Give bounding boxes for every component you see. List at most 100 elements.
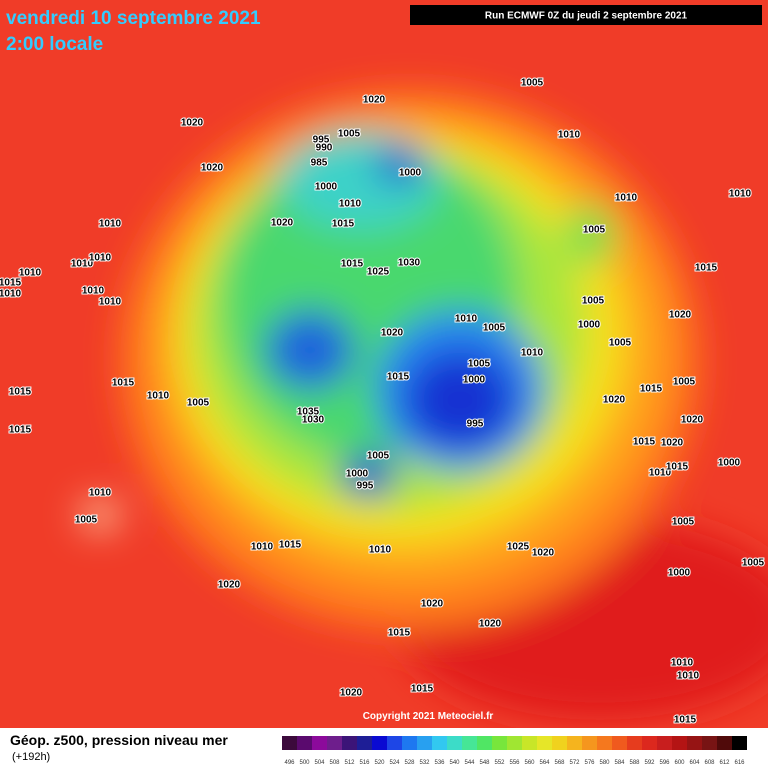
colorbar-swatch — [717, 736, 732, 750]
isobar-label: 1005 — [583, 225, 606, 236]
isobar-label: 1015 — [695, 263, 718, 274]
isobar-label: 1020 — [340, 688, 363, 699]
colorbar-swatch — [327, 736, 342, 750]
isobar-label: 1020 — [201, 163, 224, 174]
colorbar-label: 532 — [419, 760, 430, 766]
colorbar-swatch — [387, 736, 402, 750]
colorbar-swatch — [282, 736, 297, 750]
colorbar-label: 544 — [464, 760, 475, 766]
colorbar-label: 512 — [344, 760, 355, 766]
isobar-label: 1015 — [388, 628, 411, 639]
colorbar-label: 500 — [299, 760, 310, 766]
colorbar-swatch — [357, 736, 372, 750]
colorbar-swatch — [582, 736, 597, 750]
colorbar-swatch — [462, 736, 477, 750]
copyright: Copyright 2021 Meteociel.fr — [363, 711, 494, 722]
isobar-label: 1025 — [367, 267, 390, 278]
isobar-label: 1010 — [89, 488, 112, 499]
colorbar-label: 600 — [674, 760, 685, 766]
isobar-label: 1005 — [468, 359, 491, 370]
isobar-label: 1015 — [666, 462, 689, 473]
colorbar-swatch — [312, 736, 327, 750]
colorbar-label: 604 — [689, 760, 700, 766]
colorbar-label: 528 — [404, 760, 415, 766]
colorbar-label: 564 — [539, 760, 550, 766]
colorbar-swatch — [702, 736, 717, 750]
isobar-label: 1020 — [532, 548, 555, 559]
isobar-label: 985 — [311, 158, 328, 169]
isobar-label: 1010 — [558, 130, 581, 141]
isobar-label: 1010 — [251, 542, 274, 553]
isobar-label: 1010 — [19, 268, 42, 279]
colorbar-label: 496 — [284, 760, 295, 766]
colorbar-swatch — [627, 736, 642, 750]
isobar-label: 1010 — [521, 348, 544, 359]
isobar-label: 990 — [316, 143, 333, 154]
colorbar-swatch — [522, 736, 537, 750]
isobar-label: 1020 — [381, 328, 404, 339]
isobar-label: 1020 — [661, 438, 684, 449]
colorbar-label: 540 — [449, 760, 460, 766]
isobar-label: 1000 — [346, 469, 369, 480]
colorbar-label: 596 — [659, 760, 670, 766]
isobar-label: 1030 — [398, 258, 421, 269]
header-bar: Run ECMWF 0Z du jeudi 2 septembre 2021 v… — [6, 5, 762, 55]
colorbar-label: 556 — [509, 760, 520, 766]
colorbar-swatch — [567, 736, 582, 750]
isobar-label: 1035 — [297, 407, 320, 418]
colorbar: 496 500 504 508 512 516 520 524 528 532 536 540 544 5… — [282, 736, 747, 766]
isobar-label: 1010 — [99, 219, 122, 230]
isobar-label: 1015 — [332, 219, 355, 230]
colorbar-label: 548 — [479, 760, 490, 766]
colorbar-swatch — [372, 736, 387, 750]
colorbar-swatch — [537, 736, 552, 750]
isobar-label: 1015 — [341, 259, 364, 270]
isobar-label: 1005 — [742, 558, 765, 569]
colorbar-swatch — [642, 736, 657, 750]
isobar-label: 1000 — [463, 375, 486, 386]
colorbar-swatch — [432, 736, 447, 750]
isobar-label: 1020 — [218, 580, 241, 591]
forecast-time: 2:00 locale — [6, 34, 103, 55]
isobar-label: 1000 — [399, 168, 422, 179]
isobar-label: 995 — [467, 419, 484, 430]
isobar-label: 1010 — [729, 189, 752, 200]
colorbar-swatch — [657, 736, 672, 750]
colorbar-label: 516 — [359, 760, 370, 766]
colorbar-swatch — [672, 736, 687, 750]
isobar-label: 1015 — [674, 715, 697, 726]
isobar-label: 1015 — [633, 437, 656, 448]
isobar-labels: 1005 1020 1020 1005 995 990 985 1010 1020 1000 100… — [0, 77, 766, 727]
isobar-label: 1005 — [609, 338, 632, 349]
colorbar-swatch — [297, 736, 312, 750]
isobar-label: 1010 — [615, 193, 638, 204]
isobar-label: 1015 — [279, 540, 302, 551]
isobar-label: 1010 — [671, 658, 694, 669]
colorbar-swatch — [402, 736, 417, 750]
colorbar-swatch — [477, 736, 492, 750]
chart-title: Géop. z500, pression niveau mer — [10, 732, 228, 748]
isobar-label: 1020 — [681, 415, 704, 426]
isobar-label: 1000 — [718, 458, 741, 469]
isobar-label: 1010 — [0, 289, 22, 300]
isobar-label: 1000 — [668, 568, 691, 579]
isobar-label: 1015 — [9, 425, 32, 436]
isobar-label: 1025 — [507, 542, 530, 553]
colorbar-label: 524 — [389, 760, 400, 766]
colorbar-label: 560 — [524, 760, 535, 766]
colorbar-label: 568 — [554, 760, 565, 766]
colorbar-label: 576 — [584, 760, 595, 766]
isobar-label: 1020 — [421, 599, 444, 610]
footer: Géop. z500, pression niveau mer (+192h) … — [0, 728, 768, 768]
colorbar-swatch — [447, 736, 462, 750]
isobar-label: 1010 — [89, 253, 112, 264]
isobar-label: 1010 — [677, 671, 700, 682]
geopotential-field — [0, 0, 768, 728]
isobar-label: 1015 — [411, 684, 434, 695]
colorbar-swatch — [492, 736, 507, 750]
forecast-date: vendredi 10 septembre 2021 — [6, 8, 261, 29]
isobar-label: 1010 — [82, 286, 105, 297]
colorbar-label: 584 — [614, 760, 625, 766]
isobar-label: 1010 — [71, 259, 94, 270]
isobar-label: 1020 — [479, 619, 502, 630]
